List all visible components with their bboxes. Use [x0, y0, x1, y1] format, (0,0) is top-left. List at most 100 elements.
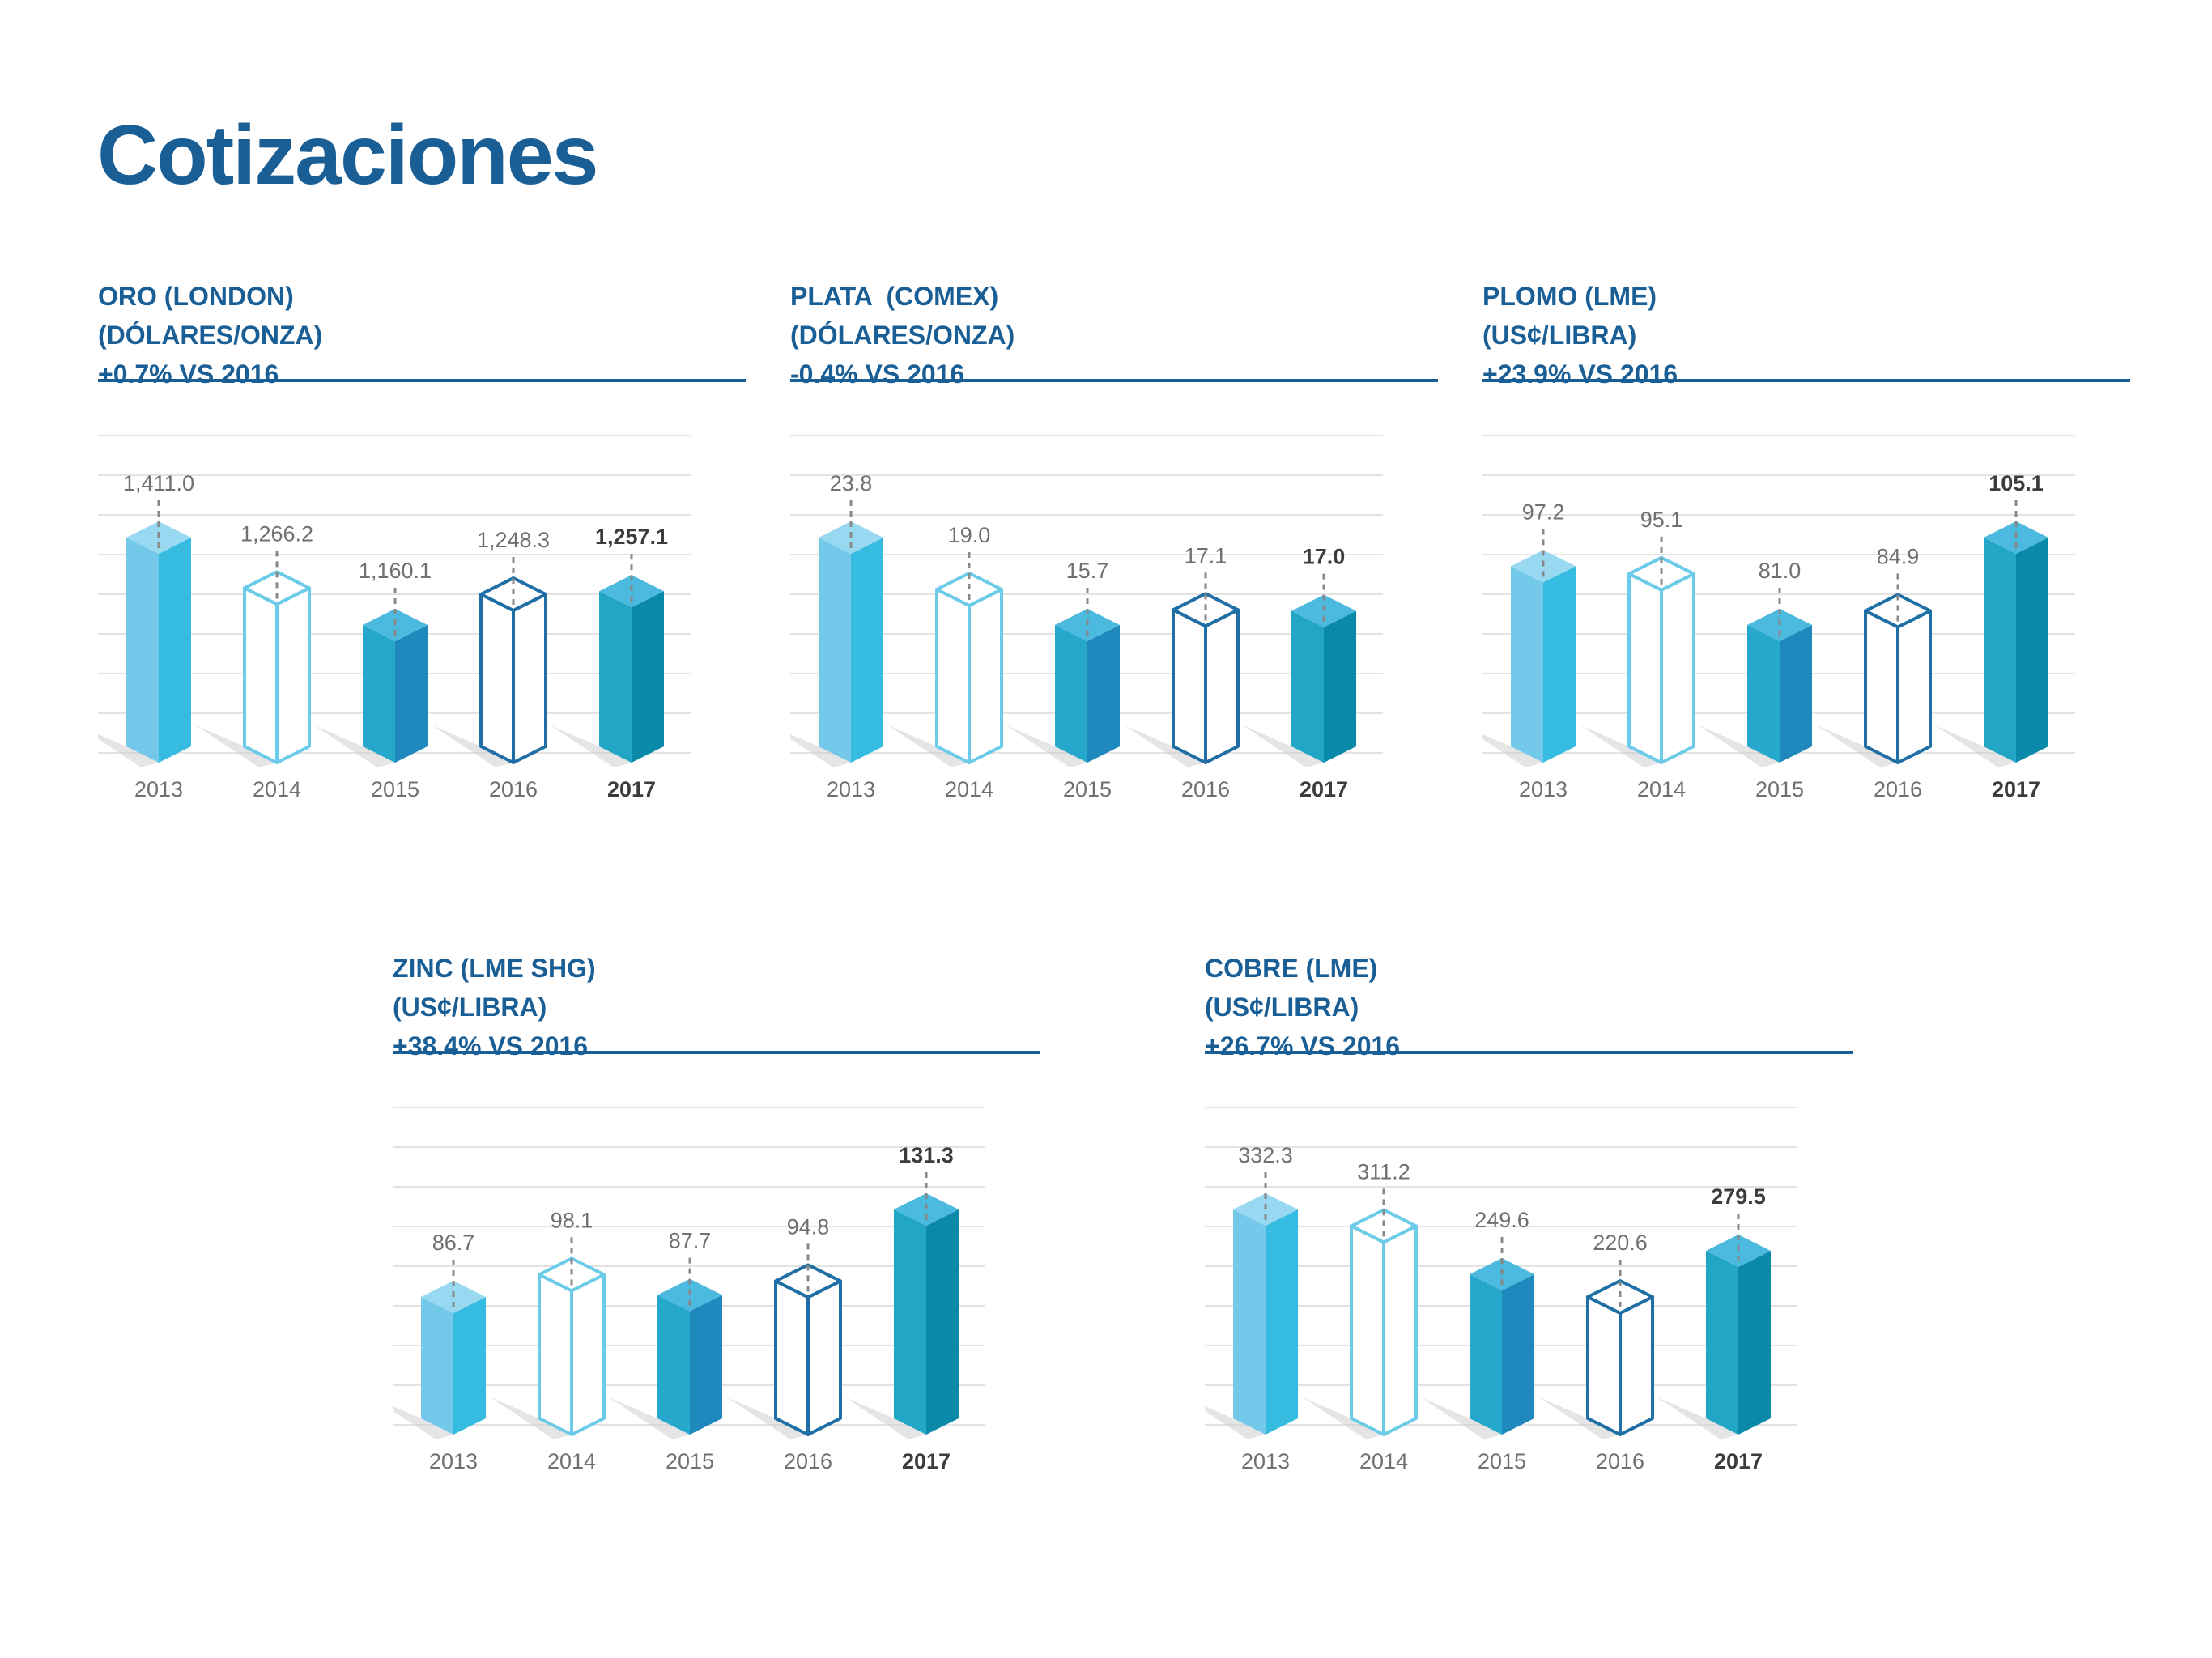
chart-title: PLOMO (LME) [1482, 282, 1657, 311]
bar-right-face [1324, 610, 1356, 763]
bar-left-face [894, 1209, 926, 1435]
bar-value-label: 17.0 [1303, 545, 1346, 569]
bar-top-face [1172, 592, 1240, 628]
bar-right-face [806, 1279, 842, 1436]
x-tick-label: 2017 [902, 1449, 951, 1473]
bar-right-face [632, 591, 664, 763]
bar-left-face [538, 1273, 573, 1436]
chart-change: -0.4% VS 2016 [790, 359, 965, 389]
bar-chart-plata: 23.8 2013 19.0 2014 15.7 2015 17.1 2016 17.0 2017 [790, 435, 1383, 801]
bar-value-label: 1,266.2 [240, 521, 313, 546]
bar-left-face [599, 591, 632, 763]
x-tick-label: 2014 [945, 777, 993, 801]
bar-value-label: 17.1 [1185, 543, 1227, 568]
bar-2013: 1,411.0 2013 [98, 471, 194, 801]
bar-right-face [453, 1297, 486, 1435]
bar-2015: 81.0 2015 [1699, 559, 1812, 801]
chart-change: +38.4% VS 2016 [393, 1031, 589, 1061]
x-tick-label: 2016 [784, 1449, 832, 1473]
bar-left-face [1470, 1273, 1502, 1435]
bar-left-face [1747, 625, 1780, 763]
x-tick-label: 2016 [489, 777, 538, 801]
bar-left-face [479, 593, 515, 764]
x-tick-label: 2015 [1478, 1449, 1526, 1473]
bar-value-label: 311.2 [1357, 1159, 1410, 1184]
bar-left-face [1291, 610, 1324, 763]
bar-left-face [363, 625, 395, 763]
bar-value-label: 249.6 [1474, 1208, 1529, 1232]
x-tick-label: 2014 [1359, 1449, 1408, 1473]
bar-shadow [98, 733, 159, 767]
bar-right-face [851, 538, 883, 763]
chart-header: ZINC (LME SHG) (US¢/LIBRA) +38.4% VS 201… [393, 949, 1040, 1061]
x-tick-label: 2015 [371, 777, 419, 801]
bar-2017: 131.3 2017 [845, 1143, 959, 1473]
x-tick-label: 2014 [1637, 777, 1686, 801]
chart-header: PLOMO (LME) (US¢/LIBRA) +23.9% VS 2016 [1482, 277, 2130, 389]
bar-left-face [1864, 609, 1899, 764]
bar-left-face [1627, 572, 1663, 764]
x-tick-label: 2013 [827, 777, 875, 801]
bar-value-label: 95.1 [1640, 508, 1683, 532]
bar-2015: 1,160.1 2015 [314, 559, 432, 801]
chart-panel-cobre: COBRE (LME) (US¢/LIBRA) +26.7% VS 2016 3… [1205, 949, 1853, 1499]
bar-right-face [1896, 609, 1932, 764]
bar-left-face [1233, 1209, 1266, 1435]
bar-left-face [774, 1279, 810, 1436]
bar-shadow [551, 725, 632, 767]
bar-left-face [657, 1295, 690, 1435]
bar-shadow [314, 725, 395, 767]
x-tick-label: 2013 [429, 1449, 478, 1473]
bar-chart-oro: 1,411.0 2013 1,266.2 2014 1,160.1 2015 1,248.3… [98, 435, 691, 801]
chart-panel-plata: PLATA (COMEX) (DÓLARES/ONZA) -0.4% VS 20… [790, 277, 1438, 827]
chart-title: ZINC (LME SHG) [393, 954, 596, 983]
bar-right-face [275, 586, 311, 764]
bar-shadow [1243, 725, 1324, 767]
bar-2014: 98.1 2014 [491, 1208, 606, 1473]
bar-shadow [393, 1405, 453, 1439]
bar-top-face [538, 1256, 606, 1293]
x-tick-label: 2017 [607, 777, 656, 801]
x-tick-label: 2013 [1519, 777, 1568, 801]
bar-2017: 1,257.1 2017 [551, 525, 668, 801]
x-tick-label: 2015 [1063, 777, 1112, 801]
bar-shadow [845, 1397, 926, 1439]
bar-shadow [1580, 725, 1661, 767]
chart-panel-oro: ORO (LONDON) (DÓLARES/ONZA) +0.7% VS 201… [98, 277, 746, 827]
bar-2014: 19.0 2014 [888, 523, 1003, 801]
bar-right-face [1738, 1251, 1771, 1435]
bar-right-face [690, 1295, 722, 1435]
bar-value-label: 23.8 [830, 471, 873, 495]
bar-2015: 87.7 2015 [609, 1229, 722, 1473]
x-tick-label: 2016 [1874, 777, 1922, 801]
bar-shadow [196, 725, 277, 767]
chart-header: ORO (LONDON) (DÓLARES/ONZA) +0.7% VS 201… [98, 277, 746, 389]
bar-value-label: 97.2 [1522, 500, 1565, 524]
bar-shadow [1303, 1397, 1384, 1439]
chart-change: +23.9% VS 2016 [1482, 359, 1678, 389]
bar-top-face [599, 575, 664, 608]
bar-shadow [1699, 725, 1780, 767]
bar-chart-plomo: 97.2 2013 95.1 2014 81.0 2015 84.9 2016 105.1 201… [1482, 435, 2075, 801]
bar-value-label: 220.6 [1593, 1231, 1648, 1255]
bar-value-label: 84.9 [1877, 545, 1920, 569]
bar-value-label: 87.7 [669, 1229, 712, 1253]
chart-unit: (DÓLARES/ONZA) [98, 321, 323, 350]
bar-right-face [2016, 538, 2048, 763]
bar-shadow [1539, 1397, 1620, 1439]
x-tick-label: 2013 [134, 777, 183, 801]
bar-left-face [1586, 1295, 1622, 1436]
bar-right-face [512, 593, 547, 764]
bar-2016: 220.6 2016 [1539, 1231, 1654, 1473]
bar-value-label: 1,160.1 [359, 559, 432, 583]
x-tick-label: 2017 [1992, 777, 2040, 801]
bar-chart-zinc: 86.7 2013 98.1 2014 87.7 2015 94.8 2016 131.3 201… [393, 1107, 985, 1473]
bar-left-face [1984, 538, 2016, 763]
bar-top-face [657, 1278, 722, 1312]
chart-header: PLATA (COMEX) (DÓLARES/ONZA) -0.4% VS 20… [790, 277, 1438, 389]
bar-2014: 95.1 2014 [1580, 508, 1695, 801]
chart-unit: (DÓLARES/ONZA) [790, 321, 1015, 350]
bar-left-face [935, 588, 971, 764]
bar-value-label: 19.0 [948, 523, 991, 547]
bar-right-face [1087, 625, 1120, 763]
